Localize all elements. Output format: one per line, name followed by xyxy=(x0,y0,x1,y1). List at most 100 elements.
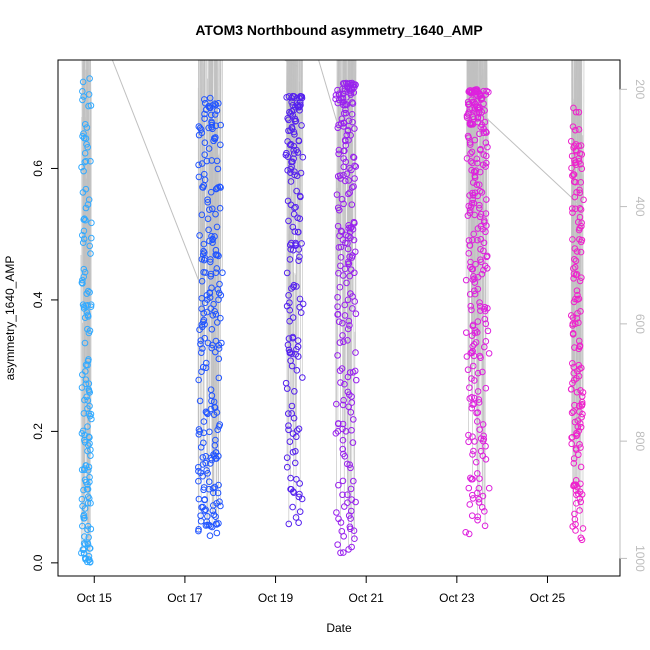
data-point xyxy=(469,236,476,244)
data-point xyxy=(479,368,486,376)
data-point xyxy=(334,352,341,359)
data-point xyxy=(289,314,297,321)
y-axis-label: asymmetry_1640_AMP xyxy=(3,256,17,381)
data-point xyxy=(341,453,349,460)
data-point xyxy=(476,201,483,209)
data-point xyxy=(475,495,483,503)
data-point xyxy=(574,423,582,431)
data-point xyxy=(85,463,93,471)
data-point xyxy=(293,345,300,353)
chart-title: ATOM3 Northbound asymmetry_1640_AMP xyxy=(195,22,482,38)
data-point xyxy=(84,397,92,404)
data-point xyxy=(205,485,213,493)
data-point xyxy=(336,283,344,291)
data-point xyxy=(337,379,344,386)
data-point xyxy=(84,357,92,365)
data-point xyxy=(212,134,219,141)
data-point xyxy=(198,368,205,375)
data-point xyxy=(578,398,586,406)
data-point xyxy=(210,489,217,497)
data-point xyxy=(199,454,207,461)
data-point xyxy=(474,273,482,281)
data-point xyxy=(347,485,355,493)
data-point xyxy=(80,265,88,273)
data-point xyxy=(345,317,353,325)
data-point xyxy=(286,141,294,149)
data-point xyxy=(339,445,347,453)
data-point xyxy=(296,508,304,515)
data-point xyxy=(334,541,341,548)
data-point xyxy=(341,80,348,87)
data-point xyxy=(342,137,349,145)
data-point xyxy=(207,454,215,462)
data-point xyxy=(284,197,292,205)
data-point xyxy=(569,236,576,243)
data-point xyxy=(476,302,484,310)
data-point xyxy=(477,258,485,266)
trend-segment xyxy=(318,59,340,130)
data-point xyxy=(571,263,579,271)
data-point xyxy=(348,184,356,191)
data-point xyxy=(340,503,348,510)
data-point xyxy=(571,344,578,351)
data-point xyxy=(197,443,205,451)
data-point xyxy=(464,98,472,106)
data-point xyxy=(463,353,471,360)
data-point xyxy=(466,384,473,391)
data-point xyxy=(463,114,471,121)
y-tick-label: 0.4 xyxy=(31,291,45,308)
data-point xyxy=(575,108,583,116)
data-point xyxy=(352,81,359,89)
data-point xyxy=(477,236,485,243)
data-point xyxy=(468,306,475,314)
data-point xyxy=(298,122,305,129)
data-point xyxy=(207,270,215,278)
data-point xyxy=(219,269,226,277)
data-point xyxy=(570,455,578,462)
data-point xyxy=(291,228,299,235)
y-tick-label: 0.0 xyxy=(31,554,45,571)
data-point xyxy=(577,387,584,394)
data-point xyxy=(83,309,91,316)
data-point xyxy=(78,495,86,503)
data-point xyxy=(468,512,476,519)
data-point xyxy=(342,106,349,114)
data-point xyxy=(81,268,89,276)
data-point xyxy=(84,143,91,151)
data-point xyxy=(83,393,90,401)
data-point xyxy=(482,384,490,392)
data-point xyxy=(471,377,478,384)
data-point xyxy=(466,209,474,217)
data-point xyxy=(86,75,93,82)
data-point xyxy=(473,181,481,188)
data-point xyxy=(81,436,88,444)
data-point xyxy=(78,384,86,391)
data-point xyxy=(215,341,223,349)
data-point xyxy=(207,386,215,394)
data-point xyxy=(291,168,298,175)
data-point xyxy=(200,309,207,317)
data-point xyxy=(578,165,586,173)
data-point xyxy=(86,242,94,250)
data-point xyxy=(575,337,583,345)
data-point xyxy=(469,343,477,350)
data-point xyxy=(341,265,349,273)
data-point xyxy=(84,485,92,493)
data-point xyxy=(344,337,351,344)
data-point xyxy=(201,254,209,262)
data-point xyxy=(215,355,223,363)
data-point xyxy=(468,475,475,483)
data-point xyxy=(83,141,90,148)
y2-tick-label: 800 xyxy=(633,431,647,451)
data-point xyxy=(334,99,342,107)
data-point xyxy=(576,365,583,373)
data-point xyxy=(344,388,352,396)
data-point xyxy=(572,487,580,494)
data-point xyxy=(285,426,292,434)
data-point xyxy=(285,520,293,528)
data-point xyxy=(291,388,298,395)
data-point xyxy=(198,277,206,285)
data-point xyxy=(209,485,217,492)
data-point xyxy=(570,178,578,186)
data-point xyxy=(334,293,341,301)
